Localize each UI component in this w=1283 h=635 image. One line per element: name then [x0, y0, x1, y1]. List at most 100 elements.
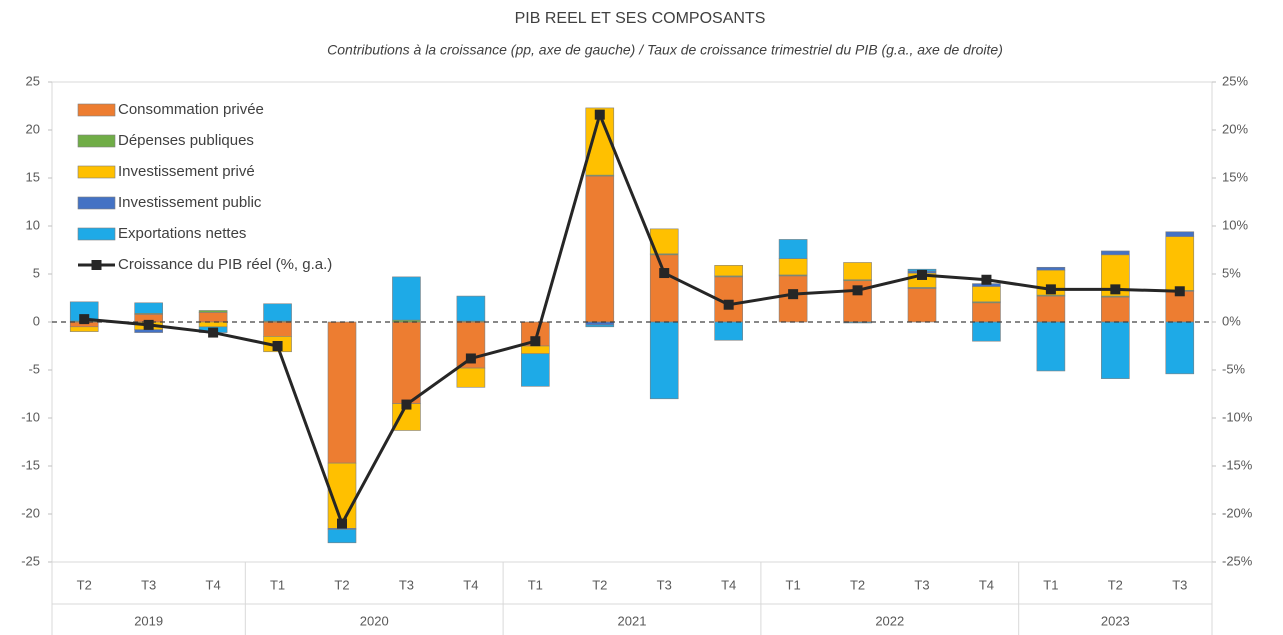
x-group-label: 2020 [360, 613, 389, 628]
x-tick-label: T2 [592, 577, 607, 592]
y2-tick-label: -20% [1222, 505, 1253, 520]
x-tick-label: T3 [657, 577, 672, 592]
bar-segment [972, 286, 1001, 303]
y-tick-label: 20 [26, 121, 40, 136]
y-tick-label: 15 [26, 169, 40, 184]
bar-segment [134, 302, 163, 314]
x-tick-label: T1 [270, 577, 285, 592]
bar-segment [521, 353, 550, 387]
legend-label: Exportations nettes [118, 225, 246, 242]
bar-segment [843, 262, 872, 281]
x-tick-label: T2 [334, 577, 349, 592]
bar-segment [1036, 266, 1066, 271]
bar-segment [649, 254, 679, 323]
line-marker [788, 289, 799, 300]
y-tick-label: -25 [21, 553, 40, 568]
bar-segment [263, 303, 292, 322]
bar-segment [714, 321, 743, 341]
line-marker [1110, 284, 1121, 295]
bar-segment [778, 258, 808, 276]
bar-segment [649, 321, 679, 400]
line-marker [337, 518, 347, 529]
line-marker [723, 299, 734, 310]
bar-segment [1165, 236, 1195, 291]
line-marker [401, 399, 412, 410]
line-marker [917, 269, 927, 280]
bar-segment [392, 321, 421, 404]
legend-marker [91, 260, 102, 270]
line-marker [143, 319, 154, 330]
line-marker [981, 274, 992, 285]
line-marker [465, 353, 476, 364]
y-tick-label: 0 [33, 313, 40, 328]
bar-segment [69, 326, 99, 332]
y2-tick-label: -5% [1222, 361, 1246, 376]
bar-segment [1165, 290, 1195, 323]
line-marker [208, 327, 219, 338]
x-tick-label: T1 [786, 577, 801, 592]
chart-title: PIB REEL ET SES COMPOSANTS [515, 10, 766, 27]
y2-tick-label: 5% [1222, 265, 1241, 280]
y-tick-label: 5 [33, 265, 40, 280]
bar-segment [585, 175, 615, 323]
x-tick-label: T2 [850, 577, 865, 592]
bar-segment [1165, 231, 1195, 237]
y2-tick-label: -10% [1222, 409, 1253, 424]
x-tick-label: T4 [979, 577, 994, 592]
x-tick-label: T3 [1172, 577, 1187, 592]
bar-segment [1036, 321, 1066, 372]
line-marker [1174, 286, 1185, 297]
line-marker [594, 109, 605, 120]
bar-segment [134, 329, 163, 333]
y2-tick-label: 20% [1222, 121, 1248, 136]
y-tick-label: 25 [26, 73, 40, 88]
x-tick-label: T4 [206, 577, 221, 592]
y-tick-label: -20 [21, 505, 40, 520]
line-marker [530, 336, 541, 347]
bar-segment [1101, 296, 1130, 323]
bar-segment [327, 529, 357, 544]
bar-segment [907, 288, 937, 323]
bar-segment [1165, 321, 1195, 375]
legend-swatch [77, 227, 116, 241]
y-tick-label: -15 [21, 457, 40, 472]
bar-segment [778, 239, 808, 259]
bar-segment [198, 310, 228, 313]
legend-swatch [77, 134, 116, 148]
line-marker [272, 341, 283, 351]
legend-swatch [77, 196, 116, 210]
bar-segment [585, 324, 615, 328]
x-group-label: 2023 [1101, 613, 1130, 628]
legend-label: Croissance du PIB réel (%, g.a.) [118, 256, 332, 273]
bar-segment [456, 367, 486, 388]
line-marker [79, 314, 90, 325]
legend-label: Dépenses publiques [118, 132, 254, 149]
legend-label: Investissement public [118, 194, 262, 211]
y2-tick-label: -25% [1222, 553, 1253, 568]
chart-subtitle: Contributions à la croissance (pp, axe d… [327, 42, 1003, 58]
x-group-label: 2021 [618, 613, 647, 628]
line-marker [852, 285, 863, 296]
x-tick-label: T3 [399, 577, 414, 592]
bar-segment [1101, 321, 1130, 379]
bar-segment [198, 312, 228, 323]
legend-label: Consommation privée [118, 101, 264, 118]
y2-tick-label: -15% [1222, 457, 1253, 472]
y2-tick-label: 10% [1222, 217, 1248, 232]
line-series [84, 110, 1180, 528]
legend-label: Investissement privé [118, 163, 255, 180]
bar-segment [456, 295, 486, 322]
bar-segment [263, 321, 292, 337]
x-tick-label: T1 [1043, 577, 1058, 592]
x-group-label: 2019 [134, 613, 163, 628]
bar-segment [521, 345, 550, 354]
y2-tick-label: 15% [1222, 169, 1248, 184]
legend-swatch [77, 165, 116, 179]
bar-segment [714, 265, 743, 277]
y-tick-label: -5 [28, 361, 40, 376]
x-tick-label: T3 [914, 577, 929, 592]
x-tick-label: T1 [528, 577, 543, 592]
legend-swatch [77, 103, 116, 117]
x-tick-label: T2 [77, 577, 92, 592]
